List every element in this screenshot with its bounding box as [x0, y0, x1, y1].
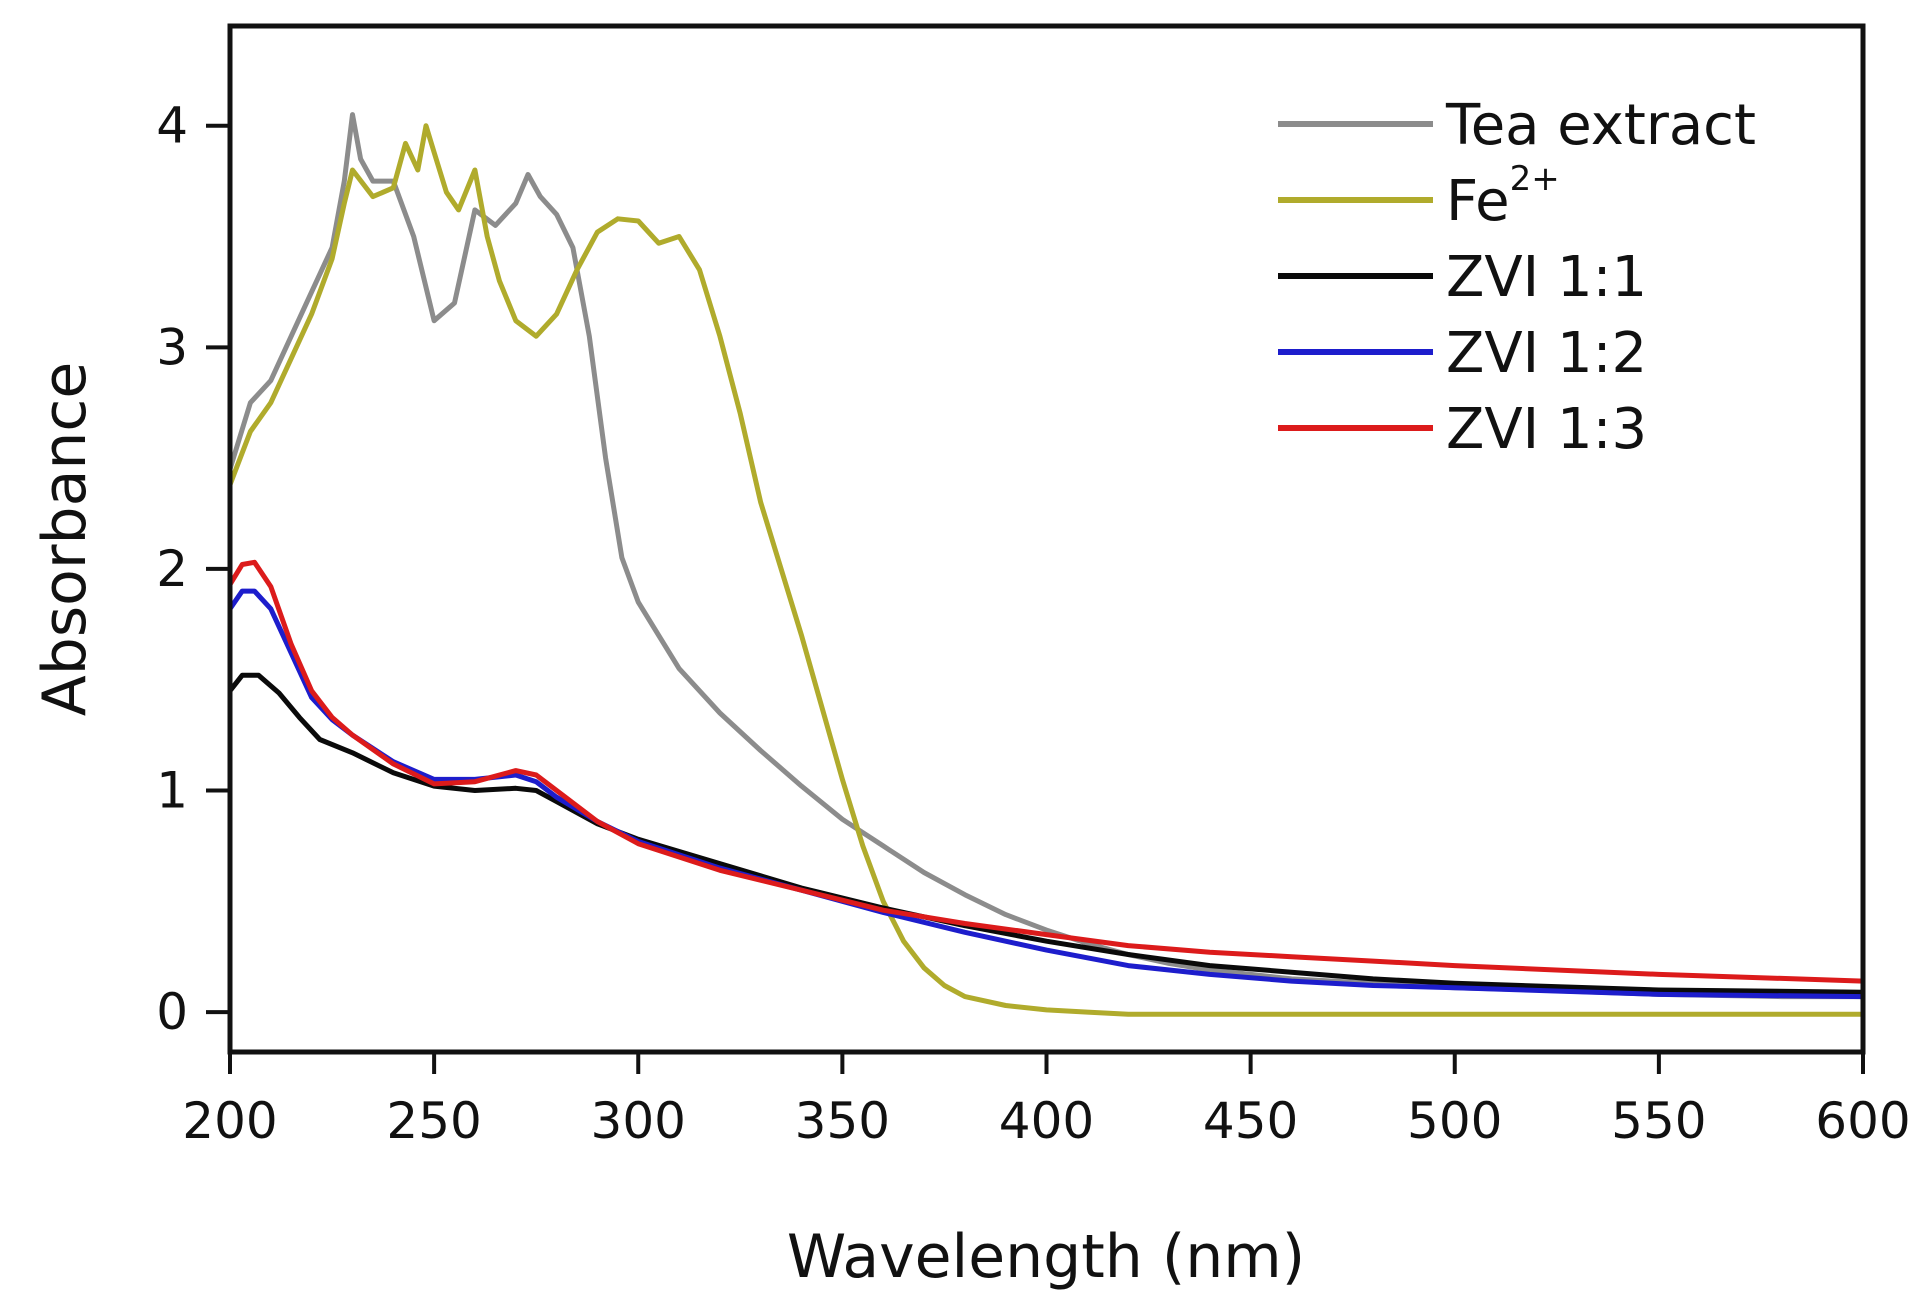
- series-line-zvi-1-2: [227, 588, 1866, 1000]
- x-tick-label: 350: [795, 1092, 890, 1150]
- series-line-fe2-: [227, 123, 1866, 1017]
- x-tick-label: 450: [1203, 1092, 1298, 1150]
- axis-ticks: [206, 123, 1865, 1074]
- y-tick-label: 4: [156, 97, 188, 155]
- series-line-zvi-1-3: [227, 559, 1866, 984]
- y-tick-label: 2: [156, 540, 188, 598]
- legend-label-zvi-1-1: ZVI 1:1: [1446, 245, 1647, 310]
- x-tick-label: 300: [591, 1092, 686, 1150]
- series-line-tea-extract: [227, 112, 1866, 1000]
- x-tick-label: 200: [182, 1092, 277, 1150]
- y-tick-label: 3: [156, 318, 188, 376]
- legend-label-zvi-1-2: ZVI 1:2: [1446, 321, 1647, 386]
- x-tick-label: 500: [1407, 1092, 1502, 1150]
- legend-label-tea-extract: Tea extract: [1445, 93, 1756, 158]
- y-axis-title: Absorbance: [30, 362, 100, 717]
- series-layer: [227, 112, 1866, 1017]
- x-axis-title: Wavelength (nm): [787, 1222, 1305, 1292]
- y-tick-label: 0: [156, 983, 188, 1041]
- x-tick-label: 400: [999, 1092, 1094, 1150]
- axis-tick-labels: 200 250 300 350 400 450 500 550 600 0 1 2 3 4: [156, 97, 1911, 1150]
- x-tick-label: 600: [1815, 1092, 1910, 1150]
- legend-label-zvi-1-3: ZVI 1:3: [1446, 397, 1647, 462]
- x-tick-label: 550: [1611, 1092, 1706, 1150]
- legend-label-superscript: 2+: [1510, 159, 1560, 199]
- x-tick-label: 250: [386, 1092, 481, 1150]
- y-tick-label: 1: [156, 762, 188, 820]
